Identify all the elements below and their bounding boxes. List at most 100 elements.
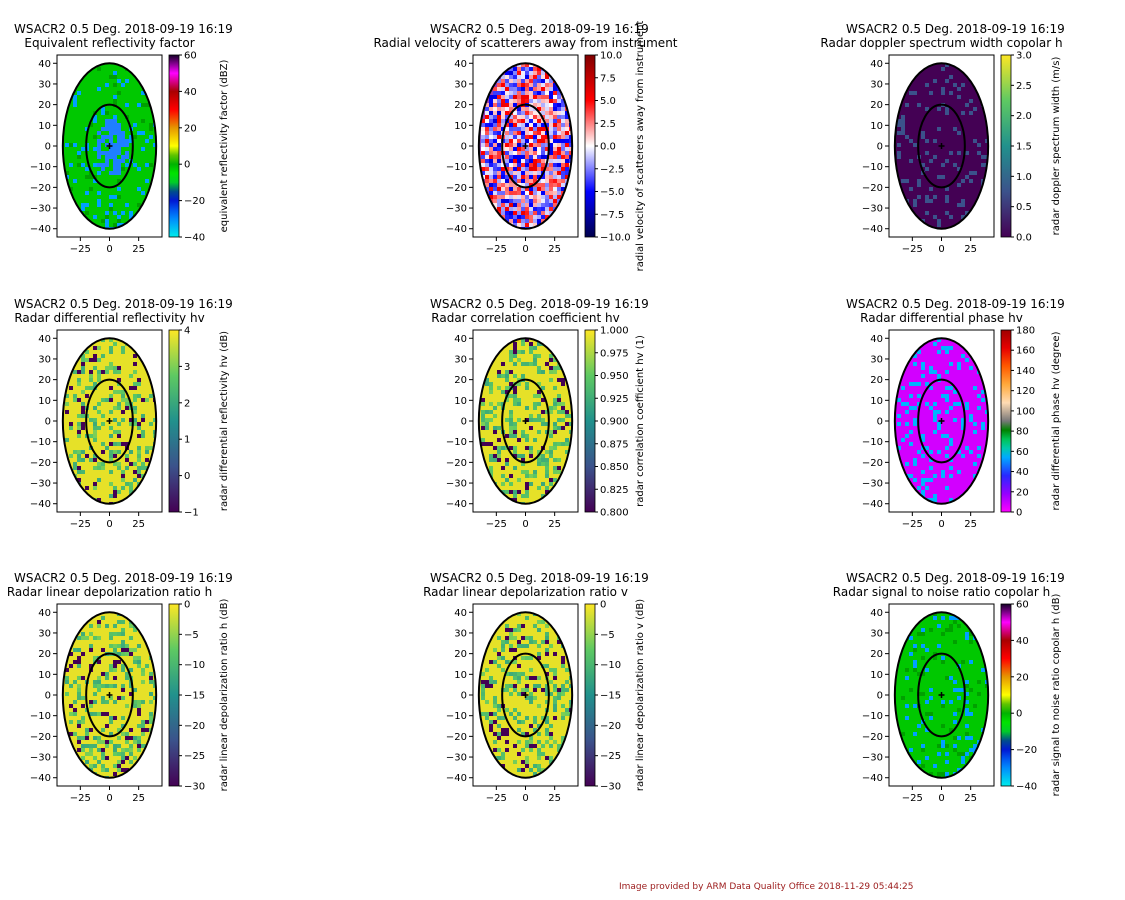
y-tick-label: −10 xyxy=(862,711,883,722)
y-tick-label: 10 xyxy=(870,121,883,132)
y-tick-label: −40 xyxy=(446,224,467,235)
x-tick-label: 0 xyxy=(522,793,528,804)
colorbar-label: radar linear depolarization ratio v (dB) xyxy=(635,599,646,791)
colorbar-tick-label: 20 xyxy=(184,123,197,134)
colorbar-label: radar differential reflectivity hv (dB) xyxy=(219,331,230,511)
figure-canvas: WSACR2 0.5 Deg. 2018-09-19 16:19Equivale… xyxy=(0,0,1125,900)
chart-subtitle: Radar linear depolarization ratio v xyxy=(423,585,628,599)
y-tick-label: −40 xyxy=(30,224,51,235)
y-tick-label: 20 xyxy=(454,100,467,111)
y-tick-label: 40 xyxy=(454,334,467,345)
colorbar-tick-label: −40 xyxy=(1016,782,1037,793)
colorbar-tick-label: −20 xyxy=(184,196,205,207)
colorbar-tick-label: 0.900 xyxy=(600,417,629,428)
colorbar xyxy=(585,330,595,512)
y-tick-label: 0 xyxy=(45,691,51,702)
y-tick-label: −40 xyxy=(30,773,51,784)
colorbar-tick-label: 0.925 xyxy=(600,394,629,405)
colorbar-tick-label: −5 xyxy=(600,630,615,641)
x-tick-label: −25 xyxy=(486,244,507,255)
colorbar-tick-label: 160 xyxy=(1016,346,1035,357)
chart-title: WSACR2 0.5 Deg. 2018-09-19 16:19 xyxy=(430,22,649,36)
y-tick-label: 30 xyxy=(454,354,467,365)
y-tick-label: −30 xyxy=(30,479,51,490)
y-tick-label: 10 xyxy=(454,121,467,132)
y-tick-label: 10 xyxy=(870,670,883,681)
y-tick-label: 30 xyxy=(454,628,467,639)
colorbar-tick-label: 40 xyxy=(1016,467,1029,478)
y-tick-label: 30 xyxy=(870,79,883,90)
x-tick-label: 25 xyxy=(964,793,977,804)
y-tick-label: 30 xyxy=(870,628,883,639)
x-tick-label: 0 xyxy=(938,244,944,255)
colorbar-tick-label: 4 xyxy=(184,326,190,337)
colorbar-tick-label: 0 xyxy=(1016,508,1022,519)
chart-subtitle: Radial velocity of scatterers away from … xyxy=(373,36,677,50)
chart-title: WSACR2 0.5 Deg. 2018-09-19 16:19 xyxy=(430,297,649,311)
y-tick-label: −40 xyxy=(446,773,467,784)
y-tick-label: −10 xyxy=(862,162,883,173)
x-tick-label: 0 xyxy=(106,244,112,255)
x-tick-label: 0 xyxy=(938,519,944,530)
y-tick-label: 10 xyxy=(38,670,51,681)
y-tick-label: 40 xyxy=(870,59,883,70)
chart-subtitle: Radar differential reflectivity hv xyxy=(14,311,204,325)
y-tick-label: 30 xyxy=(38,354,51,365)
y-tick-label: 20 xyxy=(454,375,467,386)
colorbar-tick-label: 0 xyxy=(600,600,606,611)
x-tick-label: 25 xyxy=(132,793,145,804)
colorbar-tick-label: −20 xyxy=(184,721,205,732)
colorbar xyxy=(169,55,179,237)
y-tick-label: 20 xyxy=(38,375,51,386)
y-tick-label: 40 xyxy=(38,59,51,70)
colorbar-tick-label: 0.875 xyxy=(600,439,629,450)
y-tick-label: −10 xyxy=(446,437,467,448)
y-tick-label: 10 xyxy=(454,670,467,681)
y-tick-label: −30 xyxy=(30,204,51,215)
colorbar-tick-label: 0.0 xyxy=(1016,233,1032,244)
y-tick-label: 20 xyxy=(38,649,51,660)
colorbar-label: radial velocity of scatterers away from … xyxy=(635,21,646,272)
x-tick-label: 25 xyxy=(548,519,561,530)
colorbar-tick-label: 20 xyxy=(1016,487,1029,498)
colorbar-label: radar differential phase hv (degree) xyxy=(1051,331,1062,510)
colorbar-label: equivalent reflectivity factor (dBZ) xyxy=(219,60,230,233)
y-tick-label: 0 xyxy=(461,142,467,153)
colorbar-tick-label: −20 xyxy=(600,721,621,732)
y-tick-label: 0 xyxy=(45,417,51,428)
y-tick-label: 20 xyxy=(870,100,883,111)
y-tick-label: 10 xyxy=(870,396,883,407)
y-tick-label: 40 xyxy=(38,334,51,345)
chart-panel-2: WSACR2 0.5 Deg. 2018-09-19 16:19Radial v… xyxy=(373,21,677,272)
y-tick-label: −20 xyxy=(446,458,467,469)
colorbar-tick-label: −40 xyxy=(184,233,205,244)
chart-title: WSACR2 0.5 Deg. 2018-09-19 16:19 xyxy=(846,571,1065,585)
y-tick-label: 10 xyxy=(454,396,467,407)
y-tick-label: −10 xyxy=(30,711,51,722)
colorbar-tick-label: 3.0 xyxy=(1016,51,1032,62)
colorbar-label: radar doppler spectrum width (m/s) xyxy=(1051,57,1062,236)
colorbar-tick-label: −25 xyxy=(184,751,205,762)
x-tick-label: −25 xyxy=(70,519,91,530)
chart-title: WSACR2 0.5 Deg. 2018-09-19 16:19 xyxy=(14,571,233,585)
y-tick-label: −30 xyxy=(862,753,883,764)
chart-panel-6: WSACR2 0.5 Deg. 2018-09-19 16:19Radar di… xyxy=(846,297,1065,530)
y-tick-label: −40 xyxy=(862,773,883,784)
colorbar-tick-label: 180 xyxy=(1016,326,1035,337)
chart-title: WSACR2 0.5 Deg. 2018-09-19 16:19 xyxy=(430,571,649,585)
colorbar-tick-label: 0.5 xyxy=(1016,202,1032,213)
colorbar-tick-label: 2.5 xyxy=(600,119,616,130)
chart-title: WSACR2 0.5 Deg. 2018-09-19 16:19 xyxy=(14,22,233,36)
x-tick-label: 25 xyxy=(132,519,145,530)
y-tick-label: −20 xyxy=(862,458,883,469)
y-tick-label: 30 xyxy=(38,79,51,90)
colorbar-tick-label: 60 xyxy=(184,51,197,62)
y-tick-label: −30 xyxy=(446,753,467,764)
chart-panel-8: WSACR2 0.5 Deg. 2018-09-19 16:19Radar li… xyxy=(423,571,649,804)
x-tick-label: −25 xyxy=(70,793,91,804)
x-tick-label: 25 xyxy=(132,244,145,255)
colorbar-tick-label: 0.950 xyxy=(600,371,629,382)
